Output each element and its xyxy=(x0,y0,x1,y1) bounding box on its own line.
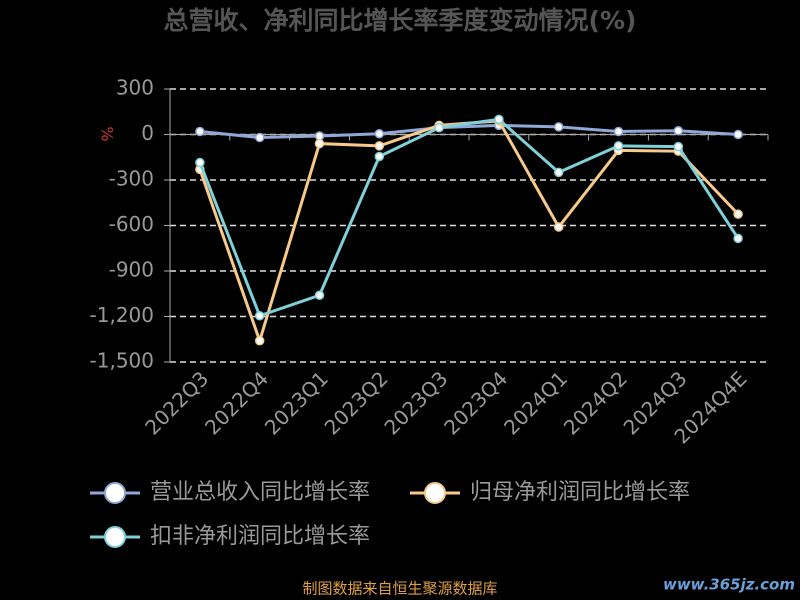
legend-marker xyxy=(104,526,126,548)
series-line xyxy=(198,117,740,318)
data-point xyxy=(434,122,444,133)
data-point xyxy=(314,131,325,141)
series-line xyxy=(199,123,739,140)
legend-label: 营业总收入同比增长率 xyxy=(150,480,370,505)
data-point xyxy=(613,126,624,137)
legend-marker xyxy=(424,482,446,504)
data-point xyxy=(553,167,564,178)
data-point xyxy=(374,128,385,139)
watermark: www.365jz.com xyxy=(663,576,795,594)
data-point xyxy=(314,290,325,301)
data-point xyxy=(195,126,205,137)
legend-marker xyxy=(104,482,126,504)
data-point xyxy=(254,132,265,143)
data-point xyxy=(374,141,385,151)
y-axis-label: % xyxy=(98,126,117,141)
data-point xyxy=(195,157,205,168)
y-tick-label: -1,500 xyxy=(90,349,154,373)
data-point xyxy=(254,310,265,321)
data-point xyxy=(733,129,743,140)
y-tick-label: 300 xyxy=(116,76,154,100)
y-tick-label: -600 xyxy=(109,212,154,236)
y-tick-label: -1,200 xyxy=(90,303,154,327)
data-point xyxy=(553,122,564,132)
y-tick-label: -900 xyxy=(109,258,154,282)
data-point xyxy=(553,222,564,232)
legend-label: 扣非净利润同比增长率 xyxy=(150,524,370,549)
footer: 制图数据来自恒生聚源数据库 xyxy=(302,580,497,598)
data-point xyxy=(314,138,325,149)
data-point xyxy=(733,233,743,244)
y-tick-label: -300 xyxy=(109,167,154,191)
data-point xyxy=(673,125,684,136)
data-point xyxy=(613,141,624,151)
data-point xyxy=(254,336,265,346)
data-point xyxy=(733,209,743,219)
data-point xyxy=(673,141,684,152)
data-point xyxy=(494,114,504,125)
data-point xyxy=(374,151,385,162)
legend-label: 归母净利润同比增长率 xyxy=(470,480,690,505)
y-tick-label: 0 xyxy=(141,121,154,145)
chart-title: 总营收、净利同比增长率季度变动情况(%) xyxy=(164,6,637,35)
